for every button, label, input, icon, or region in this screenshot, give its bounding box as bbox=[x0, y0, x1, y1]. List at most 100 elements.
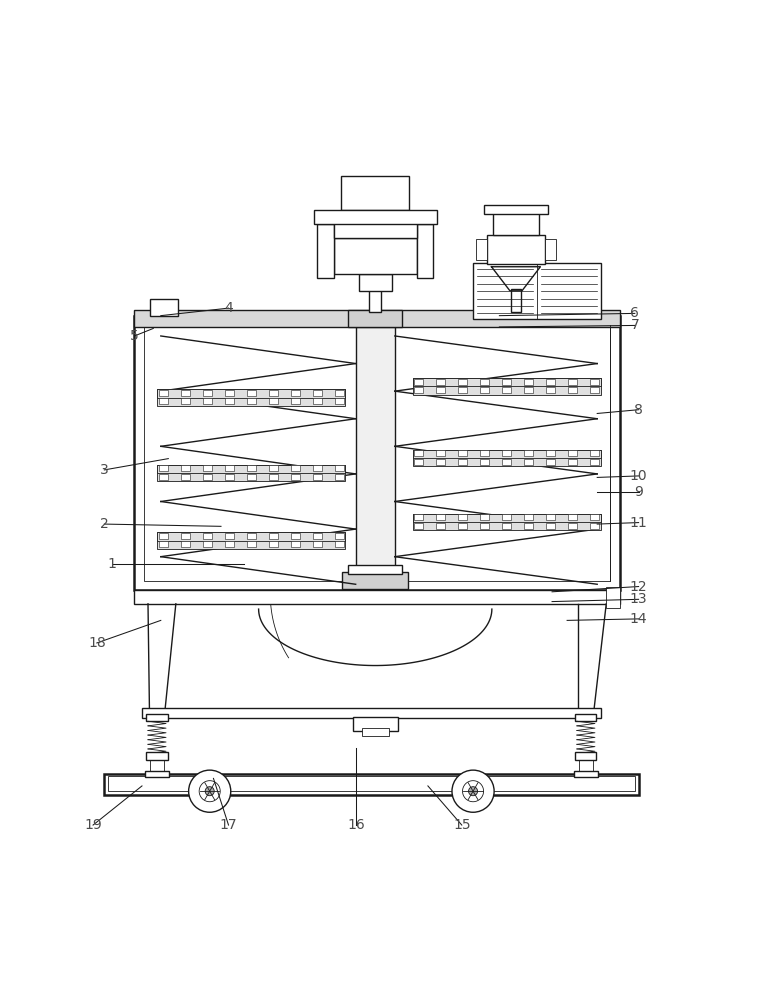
Bar bbox=[473, 263, 601, 319]
Bar bbox=[312, 465, 321, 471]
Bar bbox=[290, 533, 299, 539]
Bar bbox=[224, 474, 233, 480]
Bar bbox=[459, 514, 468, 520]
Bar bbox=[359, 274, 392, 291]
Bar bbox=[544, 239, 556, 260]
Bar bbox=[568, 514, 578, 520]
Bar bbox=[246, 390, 255, 396]
Bar bbox=[413, 450, 601, 458]
Bar bbox=[575, 752, 597, 760]
Bar bbox=[525, 379, 534, 385]
Bar bbox=[413, 378, 601, 386]
Text: 4: 4 bbox=[224, 301, 233, 315]
Bar bbox=[158, 541, 168, 547]
Bar bbox=[575, 714, 597, 721]
Bar bbox=[437, 514, 446, 520]
Bar bbox=[246, 465, 255, 471]
Bar bbox=[413, 514, 601, 522]
Bar bbox=[268, 390, 277, 396]
Bar bbox=[342, 572, 409, 589]
Bar bbox=[574, 771, 598, 777]
Bar bbox=[437, 379, 446, 385]
Bar bbox=[568, 379, 578, 385]
Bar bbox=[525, 459, 534, 465]
Bar bbox=[348, 310, 402, 327]
Bar bbox=[547, 459, 556, 465]
Bar bbox=[144, 325, 610, 581]
Circle shape bbox=[205, 787, 215, 796]
Bar bbox=[202, 474, 211, 480]
Bar bbox=[415, 514, 424, 520]
Bar bbox=[511, 289, 522, 312]
Bar bbox=[312, 541, 321, 547]
Bar bbox=[503, 387, 512, 393]
Bar bbox=[413, 378, 601, 395]
Bar bbox=[334, 238, 417, 274]
Bar bbox=[356, 327, 395, 587]
Bar bbox=[334, 533, 343, 539]
Bar bbox=[290, 398, 299, 404]
Bar bbox=[547, 379, 556, 385]
Bar bbox=[525, 450, 534, 456]
Text: 12: 12 bbox=[630, 580, 647, 594]
Bar bbox=[180, 474, 190, 480]
Bar bbox=[568, 450, 578, 456]
Text: 1: 1 bbox=[108, 557, 116, 571]
Bar bbox=[437, 523, 446, 529]
Bar bbox=[547, 387, 556, 393]
Bar bbox=[568, 387, 578, 393]
Bar bbox=[180, 541, 190, 547]
Bar bbox=[481, 450, 490, 456]
Text: 10: 10 bbox=[630, 469, 647, 483]
Text: 18: 18 bbox=[88, 636, 105, 650]
Bar bbox=[459, 450, 468, 456]
Bar bbox=[246, 474, 255, 480]
Bar bbox=[318, 224, 334, 278]
Bar bbox=[481, 387, 490, 393]
Bar bbox=[459, 387, 468, 393]
Bar bbox=[547, 523, 556, 529]
Bar bbox=[547, 450, 556, 456]
Bar bbox=[362, 728, 389, 736]
Bar bbox=[246, 398, 255, 404]
Text: 14: 14 bbox=[630, 612, 647, 626]
Bar bbox=[437, 459, 446, 465]
Bar bbox=[437, 387, 446, 393]
Bar bbox=[157, 389, 345, 398]
Bar bbox=[334, 465, 343, 471]
Bar bbox=[590, 523, 600, 529]
Circle shape bbox=[452, 770, 494, 812]
Bar bbox=[590, 379, 600, 385]
Bar bbox=[145, 771, 169, 777]
Bar bbox=[158, 533, 168, 539]
Text: 3: 3 bbox=[100, 463, 108, 477]
Bar bbox=[180, 398, 190, 404]
Text: 5: 5 bbox=[130, 329, 139, 343]
Bar bbox=[415, 379, 424, 385]
Bar bbox=[417, 224, 433, 278]
Bar bbox=[150, 760, 164, 774]
Bar bbox=[525, 523, 534, 529]
Bar bbox=[334, 398, 343, 404]
Bar bbox=[180, 390, 190, 396]
Circle shape bbox=[462, 781, 484, 802]
Bar bbox=[157, 465, 345, 481]
Bar bbox=[590, 514, 600, 520]
Bar bbox=[334, 474, 343, 480]
Bar bbox=[547, 514, 556, 520]
Bar bbox=[224, 541, 233, 547]
Bar bbox=[369, 289, 381, 312]
Bar bbox=[202, 533, 211, 539]
Bar bbox=[290, 390, 299, 396]
Bar bbox=[108, 776, 635, 791]
Bar bbox=[459, 523, 468, 529]
Circle shape bbox=[321, 260, 330, 271]
Text: 15: 15 bbox=[453, 818, 471, 832]
Bar bbox=[493, 213, 538, 235]
Bar bbox=[590, 450, 600, 456]
Bar bbox=[590, 387, 600, 393]
Bar bbox=[503, 514, 512, 520]
Bar bbox=[202, 541, 211, 547]
Circle shape bbox=[468, 787, 478, 796]
Bar bbox=[246, 541, 255, 547]
